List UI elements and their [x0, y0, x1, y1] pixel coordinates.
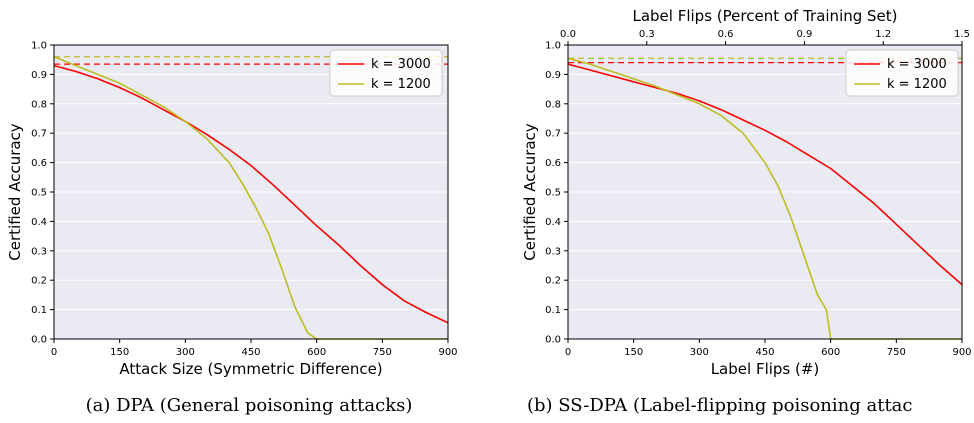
- y-tick-label: 1.0: [545, 41, 561, 52]
- y-tick-label: 0.7: [31, 129, 47, 140]
- top-x-tick-label: 0.6: [718, 29, 734, 40]
- legend-label-k1200: k = 1200: [371, 77, 431, 92]
- top-x-tick-label: 0.9: [796, 29, 812, 40]
- legend: k = 3000 k = 1200: [845, 49, 959, 97]
- x-axis-label: Attack Size (Symmetric Difference): [119, 360, 382, 378]
- y-tick-label: 0.3: [31, 246, 47, 257]
- x-tick-label: 750: [887, 347, 906, 358]
- y-tick-label: 0.6: [545, 158, 561, 169]
- x-tick-label: 750: [373, 347, 392, 358]
- x-tick-label: 150: [624, 347, 643, 358]
- series-line-k3000: [567, 63, 963, 286]
- top-x-tick-label: 0.3: [639, 29, 655, 40]
- top-x-tick-label: 0.0: [560, 29, 576, 40]
- figure-caption-a: (a) DPA (General poisoning attacks): [86, 395, 413, 416]
- x-tick-label: 450: [241, 347, 260, 358]
- y-tick-label: 0.5: [545, 188, 561, 199]
- top-x-tick-label: 1.2: [875, 29, 891, 40]
- y-axis-label: Certified Accuracy: [6, 123, 24, 260]
- x-ticks: 0 150 300 450 600 750 900: [51, 339, 458, 358]
- y-tick-label: 0.6: [31, 158, 47, 169]
- x-ticks: 0 150 300 450 600 750 900: [565, 339, 972, 358]
- y-tick-label: 0.9: [545, 70, 561, 81]
- x-tick-label: 0: [565, 347, 571, 358]
- y-tick-label: 0.8: [545, 99, 561, 110]
- y-tick-label: 0.2: [545, 276, 561, 287]
- x-tick-label: 150: [110, 347, 129, 358]
- y-tick-label: 0.2: [31, 276, 47, 287]
- chart-panel-a: 0.0 0.1 0.2 0.3 0.4 0.5 0.6 0.7 0.8 0.9 1.0 0 150 30…: [6, 41, 458, 417]
- series-line-k3000: [53, 64, 449, 324]
- figure-caption-b: (b) SS-DPA (Label-flipping poisoning att…: [527, 395, 913, 416]
- legend: k = 3000 k = 1200: [329, 49, 443, 97]
- x-tick-label: 300: [176, 347, 195, 358]
- y-axis-label: Certified Accuracy: [521, 123, 539, 260]
- x-tick-label: 600: [307, 347, 326, 358]
- x-tick-label: 900: [952, 347, 971, 358]
- y-tick-label: 0.0: [545, 335, 561, 346]
- x-tick-label: 450: [755, 347, 774, 358]
- x-tick-label: 900: [438, 347, 457, 358]
- y-tick-label: 0.4: [31, 217, 47, 228]
- x-tick-label: 0: [51, 347, 57, 358]
- y-tick-label: 0.5: [31, 188, 47, 199]
- y-tick-label: 0.3: [545, 246, 561, 257]
- y-tick-label: 0.4: [545, 217, 561, 228]
- y-ticks: 0.0 0.1 0.2 0.3 0.4 0.5 0.6 0.7 0.8 0.9 1.0: [545, 41, 568, 346]
- legend-label-k3000: k = 3000: [887, 57, 947, 72]
- y-tick-label: 0.7: [545, 129, 561, 140]
- x-tick-label: 600: [821, 347, 840, 358]
- top-x-ticks: 0.0 0.3 0.6 0.9 1.2 1.5: [560, 29, 970, 45]
- top-x-tick-label: 1.5: [954, 29, 970, 40]
- y-tick-label: 0.8: [31, 99, 47, 110]
- legend-label-k3000: k = 3000: [371, 57, 431, 72]
- x-tick-label: 300: [690, 347, 709, 358]
- y-tick-label: 0.1: [31, 305, 47, 316]
- x-axis-label: Label Flips (#): [711, 360, 820, 378]
- y-tick-label: 0.9: [31, 70, 47, 81]
- legend-label-k1200: k = 1200: [887, 77, 947, 92]
- top-axis-title: Label Flips (Percent of Training Set): [632, 7, 897, 25]
- y-tick-label: 1.0: [31, 41, 47, 52]
- y-tick-label: 0.1: [545, 305, 561, 316]
- y-ticks: 0.0 0.1 0.2 0.3 0.4 0.5 0.6 0.7 0.8 0.9 1.0: [31, 41, 54, 346]
- chart-panel-b: 0.0 0.1 0.2 0.3 0.4 0.5 0.6 0.7 0.8 0.9 1.0 0 150 30…: [521, 7, 972, 416]
- y-tick-label: 0.0: [31, 335, 47, 346]
